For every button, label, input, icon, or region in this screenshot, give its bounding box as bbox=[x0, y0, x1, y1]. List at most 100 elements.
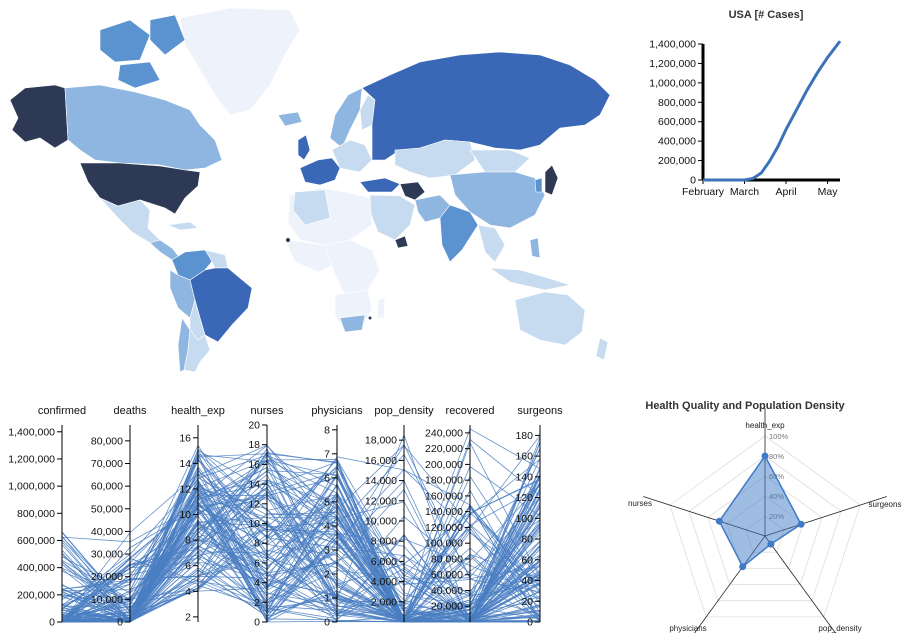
country-russia[interactable] bbox=[361, 51, 611, 161]
country-madagascar[interactable] bbox=[376, 297, 386, 319]
axis-tick-label: 120,000 bbox=[425, 522, 463, 534]
axis-tick-label: 2,000 bbox=[371, 596, 397, 608]
country-middle-east[interactable] bbox=[369, 194, 416, 241]
radar-grid-ring bbox=[688, 455, 842, 602]
axis-tick-label: 400,000 bbox=[17, 562, 55, 574]
country-philippines[interactable] bbox=[529, 237, 541, 259]
data-polyline bbox=[61, 435, 541, 623]
country-indonesia[interactable] bbox=[488, 267, 572, 291]
country-central-africa[interactable] bbox=[324, 239, 381, 296]
country-iceland[interactable] bbox=[277, 111, 303, 127]
axis-recovered: 20,000 40,000 60,000 80,000 100,000 120,000 14… bbox=[425, 405, 494, 622]
axis-tick-label: 140,000 bbox=[425, 506, 463, 518]
radar-title: Health Quality and Population Density bbox=[645, 400, 845, 412]
axis-tick-label: 1,000,000 bbox=[8, 481, 55, 493]
data-polyline bbox=[61, 504, 541, 623]
axis-name-label: health_exp bbox=[171, 405, 225, 417]
axis-tick-label: 20 bbox=[248, 420, 260, 432]
country-india[interactable] bbox=[439, 204, 479, 263]
radar-point bbox=[761, 452, 769, 460]
radar-svg: Health Quality and Population Density 20… bbox=[628, 400, 901, 633]
parallel-coordinates-svg: 0 200,000 400,000 600,000 800,000 1,000,000 1,… bbox=[8, 405, 563, 629]
country-scandinavia[interactable] bbox=[329, 87, 363, 149]
country-iran[interactable] bbox=[399, 181, 426, 201]
axis-tick-label: 60 bbox=[521, 554, 533, 566]
axis-tick-label: 8 bbox=[324, 424, 330, 436]
radar-point bbox=[767, 540, 775, 548]
radar-point bbox=[715, 517, 723, 525]
axis-tick-label: 16 bbox=[179, 432, 191, 444]
radar-axis-label: pop_density bbox=[818, 624, 861, 633]
country-uk[interactable] bbox=[297, 134, 311, 161]
country-mexico[interactable] bbox=[99, 197, 161, 244]
country-caribbean[interactable] bbox=[166, 221, 199, 231]
radar-area bbox=[718, 454, 803, 568]
data-polyline bbox=[61, 494, 541, 623]
axis-name-label: recovered bbox=[446, 405, 495, 417]
country-se-asia[interactable] bbox=[477, 224, 506, 263]
world-map[interactable] bbox=[0, 0, 630, 380]
data-polyline bbox=[62, 450, 541, 623]
axis-tick-label: 600,000 bbox=[17, 535, 55, 547]
axis-confirmed: 0 200,000 400,000 600,000 800,000 1,000,000 1,… bbox=[8, 405, 86, 629]
y-tick-label: 400,000 bbox=[658, 136, 696, 148]
series-line bbox=[703, 40, 842, 182]
axis-deaths: 0 10,000 20,000 30,000 40,000 50,000 60,000 70,… bbox=[91, 405, 147, 629]
radar-shape bbox=[715, 452, 805, 571]
data-polyline bbox=[62, 477, 541, 623]
world-map-svg[interactable] bbox=[0, 0, 630, 380]
country-japan[interactable] bbox=[544, 164, 559, 196]
axis-name-label: pop_density bbox=[374, 405, 434, 417]
axis-tick-label: 200,000 bbox=[17, 589, 55, 601]
axis-tick-label: 240,000 bbox=[425, 427, 463, 439]
data-polyline bbox=[61, 479, 541, 623]
y-axis: 0 200,000 400,000 600,000 800,000 1,000,000 1,… bbox=[649, 39, 705, 187]
country-highlight-b[interactable] bbox=[368, 316, 372, 320]
country-argentina[interactable] bbox=[183, 329, 211, 373]
country-china[interactable] bbox=[449, 171, 546, 229]
country-korea[interactable] bbox=[534, 177, 543, 193]
country-mongolia[interactable] bbox=[469, 149, 531, 173]
country-canada-islands[interactable] bbox=[99, 14, 186, 89]
axis-tick-label: 800,000 bbox=[17, 508, 55, 520]
country-greenland[interactable] bbox=[179, 7, 301, 116]
axis-tick-label: 200,000 bbox=[425, 459, 463, 471]
country-central-america[interactable] bbox=[149, 239, 181, 261]
country-highlight-a[interactable] bbox=[286, 238, 290, 242]
axis-tick-label: 0 bbox=[117, 617, 123, 629]
data-polyline bbox=[61, 458, 541, 623]
country-kazakhstan[interactable] bbox=[394, 139, 476, 179]
data-polyline bbox=[61, 489, 541, 623]
axis-tick-label: 5 bbox=[324, 496, 330, 508]
axis-tick-label: 220,000 bbox=[425, 443, 463, 455]
axis-physicians: 0 1 2 3 4 5 6 7 8 physicians bbox=[311, 405, 363, 629]
axis-tick-label: 4 bbox=[185, 586, 191, 598]
axis-tick-label: 8,000 bbox=[371, 536, 397, 548]
country-western-europe[interactable] bbox=[299, 157, 341, 186]
country-new-zealand[interactable] bbox=[595, 337, 609, 361]
axis-tick-label: 0 bbox=[324, 617, 330, 629]
country-south-africa[interactable] bbox=[339, 314, 366, 333]
axis-name-label: confirmed bbox=[38, 405, 86, 417]
axis-tick-label: 20 bbox=[521, 596, 533, 608]
country-turkey[interactable] bbox=[359, 177, 401, 193]
axis-tick-label: 60,000 bbox=[431, 569, 463, 581]
country-algeria[interactable] bbox=[292, 189, 331, 226]
country-canada[interactable] bbox=[64, 84, 223, 171]
axis-tick-label: 18,000 bbox=[365, 435, 397, 447]
axis-tick-label: 160 bbox=[515, 451, 533, 463]
data-polyline bbox=[61, 480, 541, 623]
axis-tick-label: 100,000 bbox=[425, 538, 463, 550]
country-oman[interactable] bbox=[394, 235, 409, 249]
axis-tick-label: 10 bbox=[248, 518, 260, 530]
country-australia[interactable] bbox=[514, 291, 586, 346]
axis-tick-label: 14 bbox=[179, 458, 191, 470]
axis-tick-label: 6,000 bbox=[371, 556, 397, 568]
y-tick-label: 1,000,000 bbox=[649, 77, 696, 89]
radar-grid-ring bbox=[707, 475, 823, 585]
axis-tick-label: 10 bbox=[179, 509, 191, 521]
axis-tick-label: 3 bbox=[324, 544, 330, 556]
country-alaska[interactable] bbox=[9, 84, 69, 149]
axis-name-label: nurses bbox=[250, 405, 284, 417]
data-polyline bbox=[61, 521, 541, 623]
